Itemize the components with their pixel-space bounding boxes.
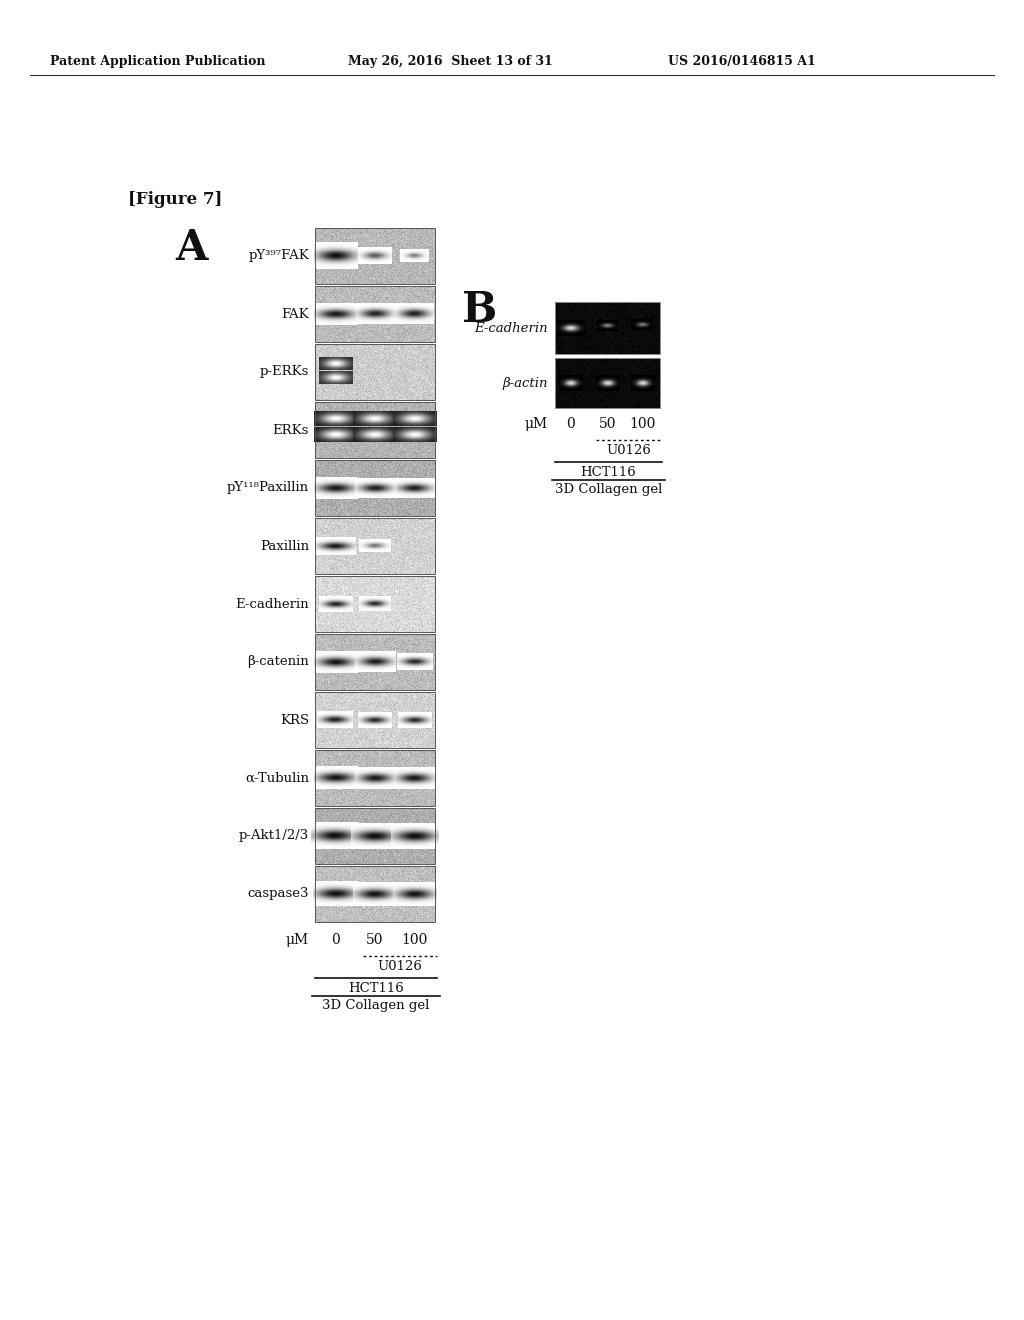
Text: 0: 0 (566, 417, 575, 432)
Text: 100: 100 (401, 933, 428, 946)
Bar (555, 302, 660, 354)
Text: p-ERKs: p-ERKs (260, 366, 309, 379)
Text: B: B (462, 289, 498, 331)
Text: FAK: FAK (282, 308, 309, 321)
Text: A: A (175, 227, 208, 269)
Text: 0: 0 (331, 933, 340, 946)
Bar (555, 358, 660, 408)
Text: pY³⁹⁷FAK: pY³⁹⁷FAK (248, 249, 309, 263)
Text: 3D Collagen gel: 3D Collagen gel (323, 999, 430, 1012)
Bar (315, 228, 435, 284)
Text: [Figure 7]: [Figure 7] (128, 191, 222, 209)
Text: β-actin: β-actin (503, 376, 548, 389)
Bar (315, 286, 435, 342)
Text: pY¹¹⁸Paxillin: pY¹¹⁸Paxillin (227, 482, 309, 495)
Bar (315, 750, 435, 807)
Text: 3D Collagen gel: 3D Collagen gel (555, 483, 663, 496)
Text: 100: 100 (629, 417, 655, 432)
Bar (315, 576, 435, 632)
Text: μM: μM (525, 417, 548, 432)
Bar (315, 403, 435, 458)
Text: HCT116: HCT116 (581, 466, 636, 479)
Bar (315, 459, 435, 516)
Text: p-Akt1/2/3: p-Akt1/2/3 (239, 829, 309, 842)
Bar (315, 866, 435, 921)
Text: KRS: KRS (280, 714, 309, 726)
Text: May 26, 2016  Sheet 13 of 31: May 26, 2016 Sheet 13 of 31 (348, 55, 553, 69)
Bar (315, 808, 435, 865)
Text: 50: 50 (599, 417, 616, 432)
Bar (315, 692, 435, 748)
Bar (315, 634, 435, 690)
Text: U0126: U0126 (378, 960, 423, 973)
Text: U0126: U0126 (606, 444, 651, 457)
Bar (315, 345, 435, 400)
Text: E-cadherin: E-cadherin (474, 322, 548, 334)
Text: 50: 50 (367, 933, 384, 946)
Text: Paxillin: Paxillin (260, 540, 309, 553)
Text: μM: μM (286, 933, 309, 946)
Text: caspase3: caspase3 (248, 887, 309, 900)
Text: α-Tubulin: α-Tubulin (245, 771, 309, 784)
Text: ERKs: ERKs (272, 424, 309, 437)
Text: β-catenin: β-catenin (247, 656, 309, 668)
Text: US 2016/0146815 A1: US 2016/0146815 A1 (668, 55, 816, 69)
Text: E-cadherin: E-cadherin (236, 598, 309, 610)
Bar (315, 517, 435, 574)
Text: HCT116: HCT116 (348, 982, 403, 994)
Text: Patent Application Publication: Patent Application Publication (50, 55, 265, 69)
